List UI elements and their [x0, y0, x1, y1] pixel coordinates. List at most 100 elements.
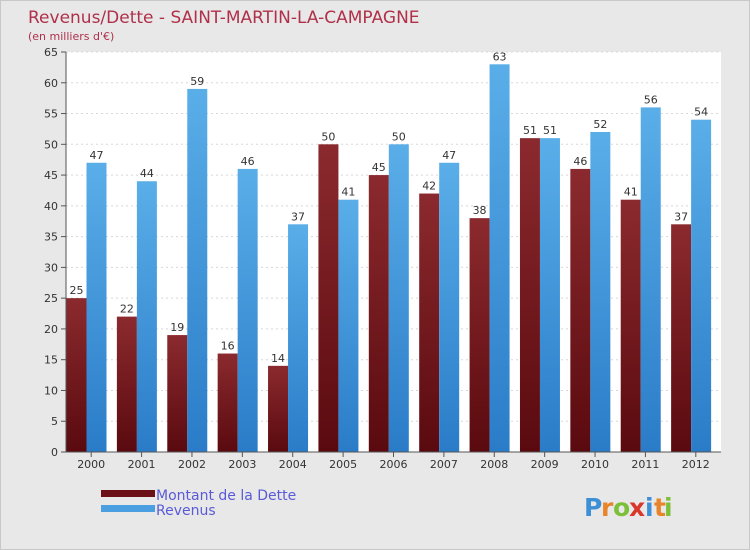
bar-dette — [116, 316, 137, 452]
legend-label: Revenus — [156, 503, 216, 519]
value-label-revenus: 63 — [493, 50, 507, 63]
value-label-revenus: 46 — [241, 155, 255, 168]
y-tick-label: 10 — [44, 384, 58, 397]
logo-letter: i — [645, 493, 654, 522]
value-label-revenus: 44 — [140, 167, 154, 180]
bar-revenus — [640, 107, 661, 452]
x-tick-label: 2011 — [631, 458, 659, 471]
bar-revenus — [539, 138, 560, 452]
bar-revenus — [338, 199, 359, 452]
x-tick-label: 2002 — [178, 458, 206, 471]
bar-revenus — [136, 181, 157, 452]
logo-letter: x — [629, 493, 645, 522]
bar-dette — [368, 175, 389, 453]
bar-revenus — [86, 162, 107, 452]
value-label-revenus: 41 — [341, 186, 355, 199]
y-tick-label: 0 — [51, 446, 58, 459]
x-tick-label: 2004 — [279, 458, 307, 471]
x-tick-label: 2007 — [430, 458, 458, 471]
value-label-revenus: 59 — [190, 75, 204, 88]
logo-letter: P — [584, 493, 602, 522]
chart-subtitle: (en milliers d'€) — [28, 30, 114, 43]
value-label-dette: 42 — [422, 180, 436, 193]
value-label-dette: 19 — [170, 321, 184, 334]
value-label-revenus: 47 — [90, 149, 104, 162]
bar-revenus — [288, 224, 309, 452]
y-tick-label: 60 — [44, 77, 58, 90]
x-tick-label: 2005 — [329, 458, 357, 471]
y-tick-label: 20 — [44, 323, 58, 336]
bar-dette — [519, 138, 540, 452]
y-tick-label: 65 — [44, 46, 58, 59]
y-tick-label: 55 — [44, 108, 58, 121]
bar-dette — [217, 353, 238, 452]
bar-dette — [167, 335, 188, 452]
bar-dette — [419, 193, 440, 453]
y-tick-label: 5 — [51, 415, 58, 428]
bar-revenus — [439, 162, 460, 452]
x-tick-label: 2009 — [531, 458, 559, 471]
y-tick-label: 35 — [44, 231, 58, 244]
value-label-dette: 25 — [70, 284, 84, 297]
value-label-revenus: 56 — [644, 93, 658, 106]
bar-dette — [66, 298, 87, 452]
value-label-revenus: 52 — [593, 118, 607, 131]
value-label-dette: 46 — [573, 155, 587, 168]
bar-revenus — [187, 88, 208, 452]
value-label-dette: 38 — [473, 204, 487, 217]
bar-dette — [620, 199, 641, 452]
logo-letter: o — [613, 493, 630, 522]
value-label-revenus: 37 — [291, 210, 305, 223]
value-label-dette: 51 — [523, 124, 537, 137]
x-axis: 2000 2001 2002 2003 2004 2005 2006 2007 2008 2009… — [66, 451, 721, 471]
proxiti-logo: Pr ox i ti — [584, 493, 673, 522]
legend-swatch — [101, 490, 155, 497]
y-tick-label: 40 — [44, 200, 58, 213]
bars — [66, 64, 712, 453]
bar-revenus — [388, 144, 409, 453]
x-tick-label: 2006 — [380, 458, 408, 471]
x-tick-label: 2001 — [128, 458, 156, 471]
bar-dette — [671, 224, 692, 452]
logo-letter: r — [601, 493, 614, 522]
value-label-revenus: 54 — [694, 106, 708, 119]
x-tick-label: 2000 — [77, 458, 105, 471]
bar-dette — [469, 218, 490, 452]
value-label-dette: 37 — [674, 210, 688, 223]
value-label-dette: 14 — [271, 352, 285, 365]
y-tick-label: 15 — [44, 354, 58, 367]
value-label-revenus: 51 — [543, 124, 557, 137]
logo-letter: i — [664, 493, 673, 522]
value-labels: 25 47 22 44 19 59 16 46 14 37 50 41 45 50 42 47 38 63 51 51… — [70, 50, 709, 365]
bar-dette — [570, 168, 591, 452]
legend-label: Montant de la Dette — [156, 488, 296, 504]
bar-revenus — [691, 119, 712, 452]
value-label-dette: 41 — [624, 186, 638, 199]
y-tick-label: 50 — [44, 138, 58, 151]
value-label-revenus: 47 — [442, 149, 456, 162]
x-tick-label: 2003 — [228, 458, 256, 471]
legend-swatch — [101, 505, 155, 512]
y-tick-label: 30 — [44, 261, 58, 274]
y-tick-label: 45 — [44, 169, 58, 182]
x-tick-label: 2010 — [581, 458, 609, 471]
grid-lines — [66, 51, 721, 422]
value-label-revenus: 50 — [392, 130, 406, 143]
bar-revenus — [489, 64, 510, 453]
bar-revenus — [590, 132, 611, 452]
bar-revenus — [237, 168, 258, 452]
value-label-dette: 16 — [221, 340, 235, 353]
value-label-dette: 45 — [372, 161, 386, 174]
value-label-dette: 22 — [120, 303, 134, 316]
x-tick-label: 2008 — [480, 458, 508, 471]
bar-dette — [318, 144, 339, 453]
x-tick-label: 2012 — [682, 458, 710, 471]
chart-title: Revenus/Dette - SAINT-MARTIN-LA-CAMPAGNE — [28, 8, 420, 28]
y-axis: 0 5 10 15 20 25 30 35 40 45 50 55 60 65 — [44, 46, 67, 459]
y-tick-label: 25 — [44, 292, 58, 305]
logo-letter: t — [654, 493, 666, 522]
value-label-dette: 50 — [321, 130, 335, 143]
